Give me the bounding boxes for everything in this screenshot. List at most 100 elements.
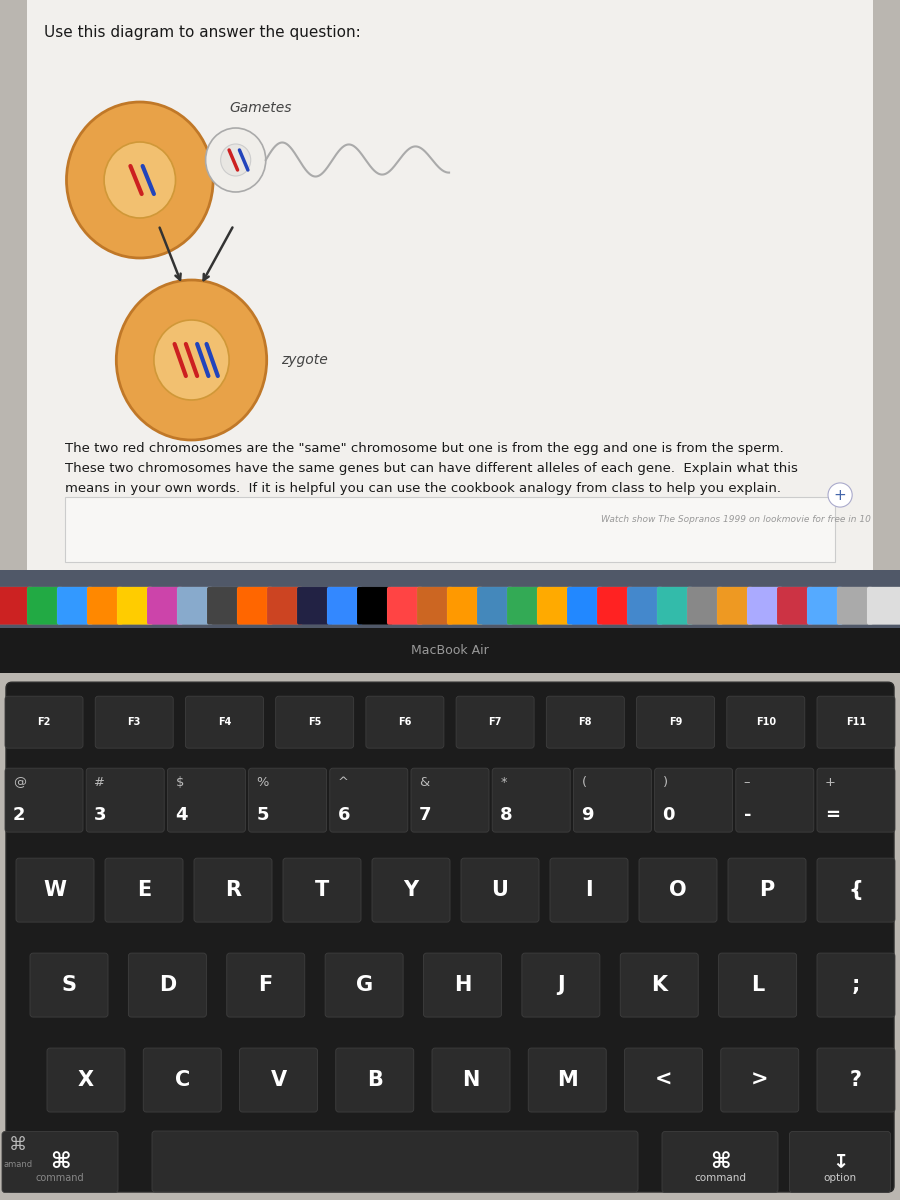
Text: 4: 4 (176, 806, 188, 824)
Text: O: O (670, 880, 687, 900)
FancyBboxPatch shape (867, 587, 900, 625)
Circle shape (154, 320, 230, 400)
Text: X: X (78, 1070, 94, 1090)
Text: –: – (743, 776, 751, 790)
Text: @: @ (13, 776, 26, 790)
Text: 6: 6 (338, 806, 350, 824)
Text: =: = (825, 806, 840, 824)
FancyBboxPatch shape (147, 587, 183, 625)
FancyBboxPatch shape (736, 768, 814, 832)
Text: command: command (36, 1174, 85, 1183)
FancyBboxPatch shape (177, 587, 213, 625)
Text: U: U (491, 880, 508, 900)
FancyBboxPatch shape (522, 953, 600, 1018)
FancyBboxPatch shape (16, 858, 94, 922)
FancyBboxPatch shape (152, 1132, 638, 1192)
FancyBboxPatch shape (194, 858, 272, 922)
Text: E: E (137, 880, 151, 900)
Text: F8: F8 (579, 718, 592, 727)
FancyBboxPatch shape (0, 587, 33, 625)
FancyBboxPatch shape (185, 696, 264, 748)
FancyBboxPatch shape (477, 587, 513, 625)
FancyBboxPatch shape (817, 1048, 895, 1112)
Text: L: L (751, 976, 764, 995)
Text: $: $ (176, 776, 184, 790)
FancyBboxPatch shape (424, 953, 501, 1018)
FancyBboxPatch shape (597, 587, 633, 625)
Text: V: V (270, 1070, 286, 1090)
Text: +: + (833, 487, 847, 503)
FancyBboxPatch shape (237, 587, 273, 625)
Text: Watch show The Sopranos 1999 on lookmovie for free in 10: Watch show The Sopranos 1999 on lookmovi… (601, 515, 871, 524)
Text: M: M (557, 1070, 578, 1090)
Text: F10: F10 (756, 718, 776, 727)
Circle shape (220, 144, 251, 176)
Text: ?: ? (850, 1070, 862, 1090)
FancyBboxPatch shape (636, 696, 715, 748)
FancyBboxPatch shape (411, 768, 489, 832)
Text: Gametes: Gametes (230, 101, 292, 115)
Text: F7: F7 (489, 718, 502, 727)
FancyBboxPatch shape (817, 768, 895, 832)
FancyBboxPatch shape (227, 953, 305, 1018)
FancyBboxPatch shape (2, 1132, 118, 1193)
Text: >: > (751, 1070, 769, 1090)
FancyBboxPatch shape (687, 587, 723, 625)
FancyBboxPatch shape (86, 768, 164, 832)
FancyBboxPatch shape (207, 587, 243, 625)
FancyBboxPatch shape (817, 858, 895, 922)
Text: *: * (500, 776, 507, 790)
FancyBboxPatch shape (727, 696, 805, 748)
Text: F4: F4 (218, 718, 231, 727)
FancyBboxPatch shape (507, 587, 543, 625)
FancyBboxPatch shape (567, 587, 603, 625)
Text: N: N (463, 1070, 480, 1090)
Text: means in your own words.  If it is helpful you can use the cookbook analogy from: means in your own words. If it is helpfu… (65, 482, 780, 494)
Text: B: B (367, 1070, 382, 1090)
FancyBboxPatch shape (325, 953, 403, 1018)
FancyBboxPatch shape (717, 587, 753, 625)
FancyBboxPatch shape (837, 587, 873, 625)
Text: G: G (356, 976, 373, 995)
FancyBboxPatch shape (789, 1132, 890, 1193)
Text: <: < (655, 1070, 672, 1090)
Text: ⌘: ⌘ (50, 1152, 70, 1172)
FancyBboxPatch shape (30, 953, 108, 1018)
Text: ^: ^ (338, 776, 348, 790)
Text: amand: amand (4, 1159, 32, 1169)
Text: T: T (315, 880, 329, 900)
FancyBboxPatch shape (275, 696, 354, 748)
Text: +: + (825, 776, 836, 790)
Text: These two chromosomes have the same genes but can have different alleles of each: These two chromosomes have the same gene… (65, 462, 797, 475)
FancyBboxPatch shape (817, 953, 895, 1018)
Text: K: K (652, 976, 667, 995)
FancyBboxPatch shape (417, 587, 453, 625)
Text: F5: F5 (308, 718, 321, 727)
FancyBboxPatch shape (47, 1048, 125, 1112)
FancyBboxPatch shape (537, 587, 573, 625)
Text: Y: Y (403, 880, 418, 900)
Text: zygote: zygote (281, 353, 328, 367)
FancyBboxPatch shape (447, 587, 483, 625)
FancyBboxPatch shape (57, 587, 93, 625)
FancyBboxPatch shape (357, 587, 393, 625)
Text: &: & (419, 776, 429, 790)
Circle shape (67, 102, 213, 258)
FancyBboxPatch shape (297, 587, 333, 625)
Text: F6: F6 (398, 718, 411, 727)
FancyBboxPatch shape (143, 1048, 221, 1112)
Text: H: H (454, 976, 472, 995)
FancyBboxPatch shape (620, 953, 698, 1018)
FancyBboxPatch shape (372, 858, 450, 922)
FancyBboxPatch shape (117, 587, 153, 625)
FancyBboxPatch shape (662, 1132, 778, 1193)
FancyBboxPatch shape (639, 858, 717, 922)
FancyBboxPatch shape (654, 768, 733, 832)
Text: C: C (175, 1070, 190, 1090)
FancyBboxPatch shape (718, 953, 796, 1018)
Text: ⌘: ⌘ (9, 1136, 27, 1154)
Text: J: J (557, 976, 564, 995)
Circle shape (116, 280, 266, 440)
FancyBboxPatch shape (456, 696, 534, 748)
FancyBboxPatch shape (329, 768, 408, 832)
